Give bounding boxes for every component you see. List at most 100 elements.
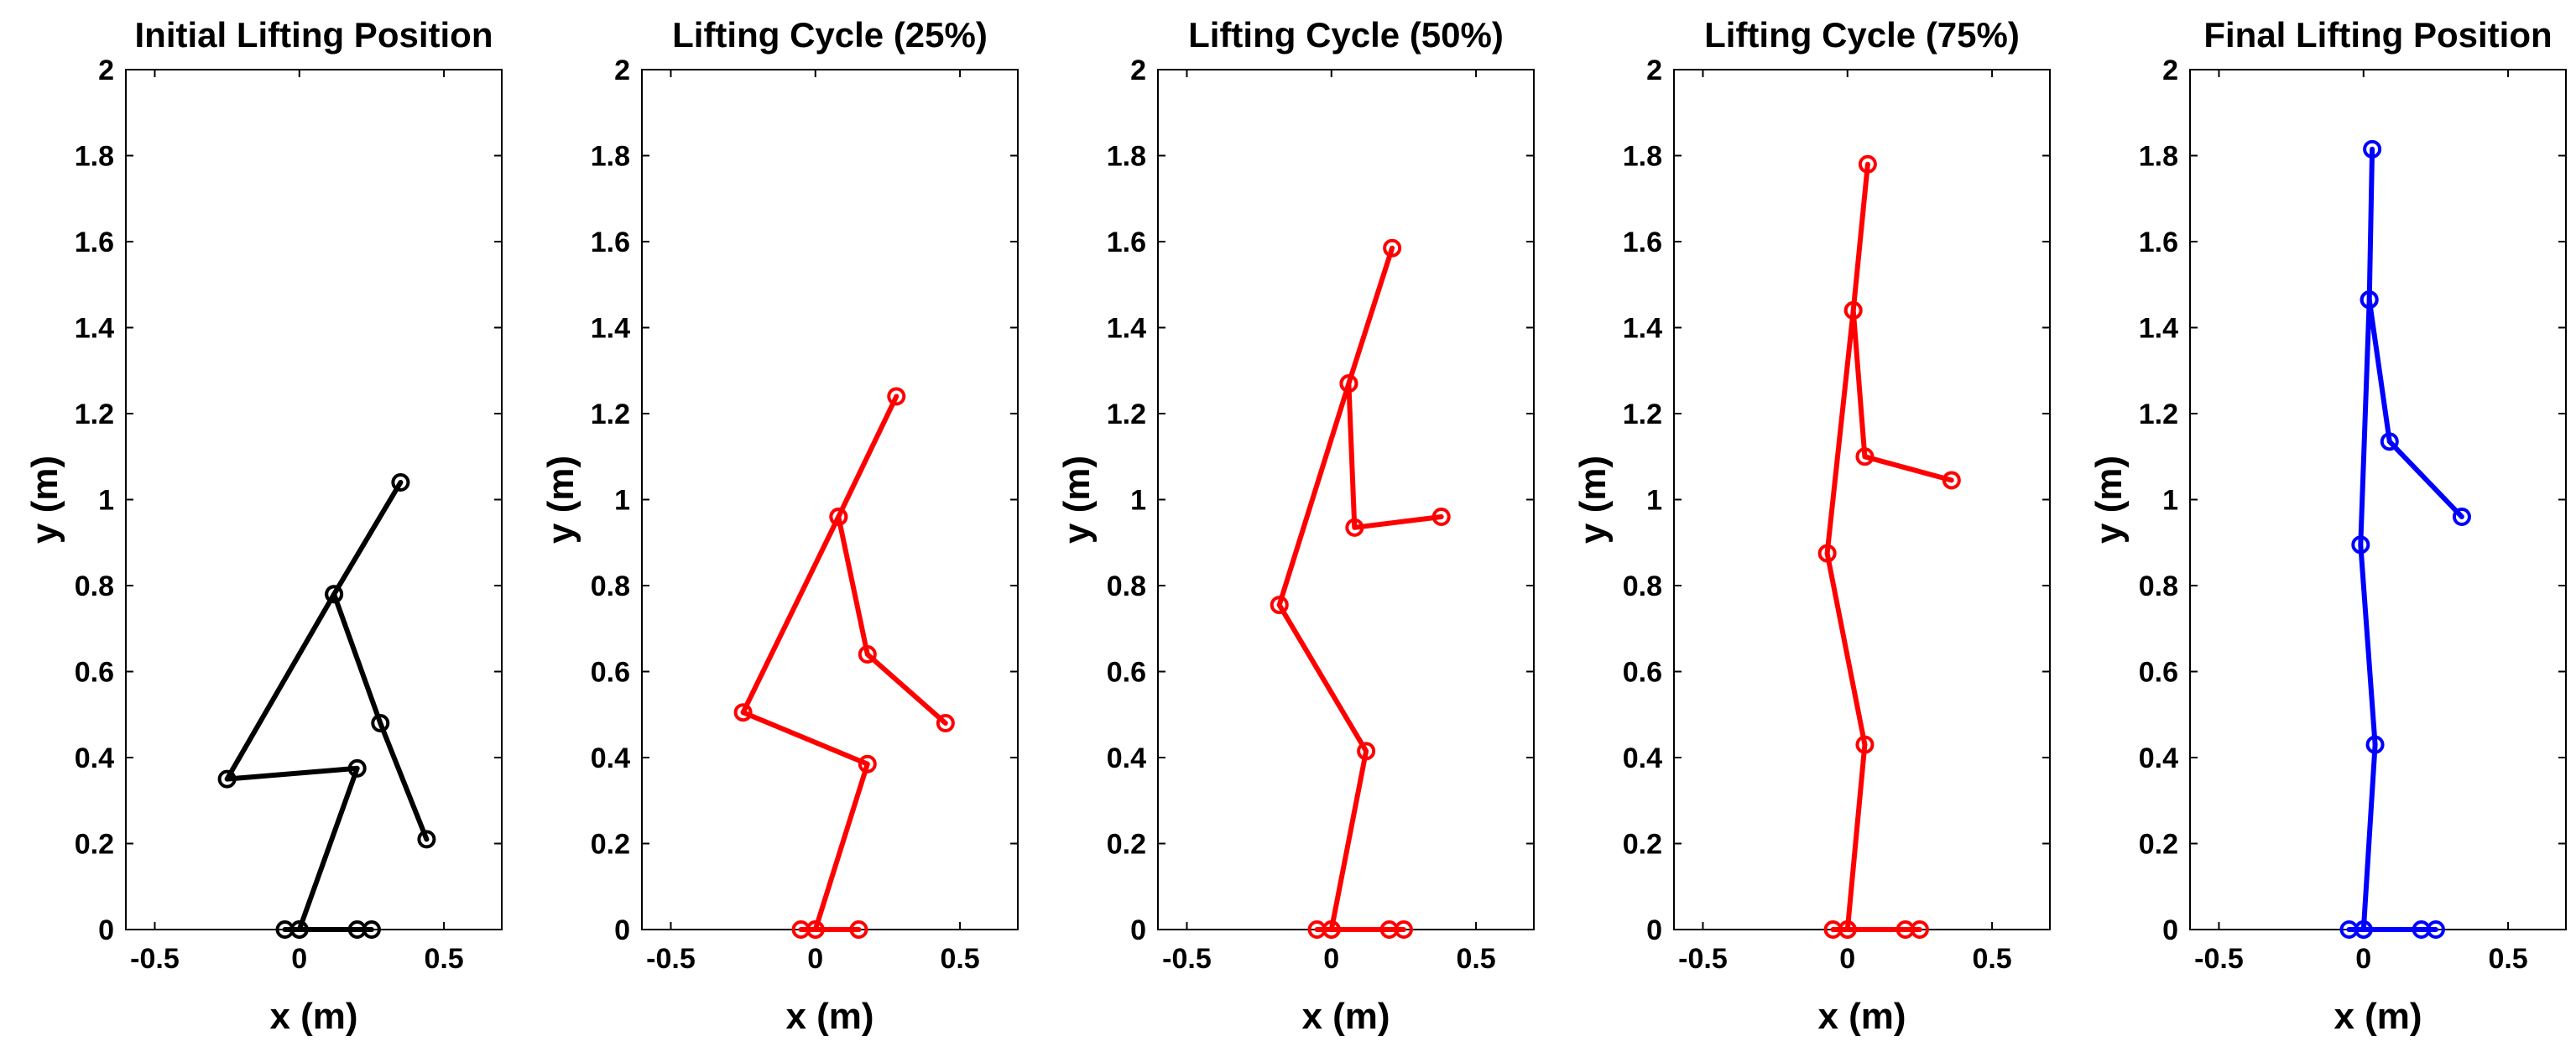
- y-axis-label: y (m): [2088, 456, 2130, 544]
- axes-box: [641, 69, 1019, 930]
- axes-box: [125, 69, 503, 930]
- y-tick-label: 2: [614, 55, 630, 86]
- y-tick-label: 1.4: [2139, 313, 2178, 345]
- x-tick-label: 0.5: [1456, 943, 1495, 975]
- y-tick-label: 0.4: [75, 742, 114, 774]
- series-line-3: [1346, 245, 1395, 387]
- data-point: [858, 754, 877, 774]
- chart-title: Initial Lifting Position: [135, 15, 493, 55]
- y-tick-label: 0.2: [2139, 829, 2178, 861]
- x-tick-label: 0: [291, 943, 307, 975]
- y-tick-label: 2: [1130, 55, 1146, 86]
- data-point: [1357, 742, 1376, 761]
- data-point: [936, 714, 955, 732]
- series-line-3: [836, 393, 900, 519]
- x-axis-label: x (m): [269, 996, 357, 1037]
- y-tick-label: 1: [98, 485, 114, 517]
- axes-box: [1157, 69, 1535, 930]
- data-point: [1817, 544, 1837, 563]
- y-tick-label: 0: [614, 914, 630, 946]
- y-tick-label: 0.6: [1623, 657, 1662, 689]
- data-point: [347, 758, 367, 778]
- data-point: [2380, 432, 2399, 451]
- y-tick-label: 1: [614, 485, 630, 517]
- data-point: [325, 585, 344, 604]
- series-line-3: [331, 480, 404, 597]
- y-tick-label: 1.6: [1623, 227, 1662, 258]
- data-point: [1270, 596, 1289, 615]
- series-line-3: [2366, 146, 2375, 303]
- data-point: [289, 920, 309, 939]
- y-tick-label: 0.6: [591, 657, 630, 689]
- data-point: [1322, 920, 1341, 939]
- y-tick-label: 1: [1646, 485, 1662, 517]
- y-tick-label: 1.6: [1107, 227, 1146, 258]
- data-point: [858, 645, 877, 664]
- y-tick-label: 0: [98, 914, 114, 946]
- y-tick-label: 1.4: [1623, 313, 1662, 345]
- data-point: [2354, 920, 2373, 939]
- x-tick-label: -0.5: [646, 943, 696, 975]
- y-tick-label: 1.6: [75, 227, 114, 258]
- x-tick-label: -0.5: [1678, 943, 1728, 975]
- x-tick-label: 0.5: [424, 943, 463, 975]
- y-tick-label: 1.4: [1107, 313, 1146, 345]
- series-line-2: [224, 591, 430, 932]
- subplot-4: Lifting Cycle (75%) 0 0.2 0.4 0.6 0.8 1 1.2 1.4 1…: [1572, 15, 2051, 1037]
- data-point: [371, 714, 390, 732]
- chart-title: Final Lifting Position: [2203, 15, 2552, 55]
- y-tick-label: 0.4: [2139, 742, 2178, 774]
- data-point: [733, 703, 753, 722]
- data-point: [1838, 920, 1857, 939]
- y-tick-label: 1.8: [1107, 141, 1146, 173]
- x-tick-label: -0.5: [1162, 943, 1212, 975]
- data-point: [2363, 139, 2382, 159]
- x-axis-label: x (m): [785, 996, 873, 1037]
- y-tick-label: 1: [2162, 485, 2178, 517]
- y-tick-label: 0.6: [1107, 657, 1146, 689]
- x-tick-label: 0.5: [2488, 943, 2527, 975]
- x-tick-label: 0: [2355, 943, 2371, 975]
- data-point: [1855, 735, 1875, 754]
- y-tick-label: 1.4: [75, 313, 114, 345]
- x-axis-label: x (m): [1301, 996, 1390, 1037]
- data-point: [417, 830, 436, 849]
- data-point: [849, 920, 868, 939]
- data-point: [806, 920, 825, 939]
- data-point: [2452, 508, 2471, 526]
- data-point: [2365, 735, 2385, 754]
- chart-title: Lifting Cycle (75%): [1704, 15, 2020, 55]
- series-line-2: [1824, 308, 1954, 932]
- y-axis-label: y (m): [1572, 456, 1614, 544]
- data-point: [391, 473, 410, 492]
- y-axis-label: y (m): [1056, 456, 1098, 544]
- subplot-3: Lifting Cycle (50%) 0 0.2 0.4 0.6 0.8 1 1.2 1.4 1…: [1056, 15, 1535, 1037]
- data-point: [887, 387, 906, 406]
- data-point: [2426, 920, 2445, 939]
- y-tick-label: 0.6: [75, 657, 114, 689]
- data-point: [1394, 920, 1413, 939]
- x-axis-label: x (m): [1817, 996, 1906, 1037]
- chart-title: Lifting Cycle (50%): [1188, 15, 1504, 55]
- y-tick-label: 0.8: [591, 570, 630, 602]
- y-tick-label: 0: [2162, 914, 2178, 946]
- y-tick-label: 0.8: [1107, 570, 1146, 602]
- y-tick-label: 0.2: [1623, 829, 1662, 861]
- y-tick-label: 1.8: [1623, 141, 1662, 173]
- x-tick-label: 0: [807, 943, 823, 975]
- subplot-2: Lifting Cycle (25%) 0 0.2 0.4 0.6 0.8 1 1.2 1.4 1…: [540, 15, 1019, 1037]
- y-tick-label: 2: [1646, 55, 1662, 86]
- y-tick-label: 1.2: [1107, 398, 1146, 430]
- data-point: [1855, 447, 1875, 466]
- x-tick-label: 0: [1839, 943, 1855, 975]
- series-line-2: [2358, 297, 2464, 932]
- y-tick-label: 1.2: [591, 398, 630, 430]
- y-tick-label: 0.2: [1107, 829, 1146, 861]
- y-tick-label: 1.8: [75, 141, 114, 173]
- subplot-5: Final Lifting Position 0 0.2 0.4 0.6 0.8 1 1.2 1…: [2088, 15, 2567, 1037]
- y-tick-label: 2: [2162, 55, 2178, 86]
- subplot-1: Initial Lifting Position 0 0.2 0.4 0.6 0.8 1 1.…: [24, 15, 503, 1037]
- data-point: [2351, 535, 2370, 555]
- data-point: [1942, 471, 1961, 490]
